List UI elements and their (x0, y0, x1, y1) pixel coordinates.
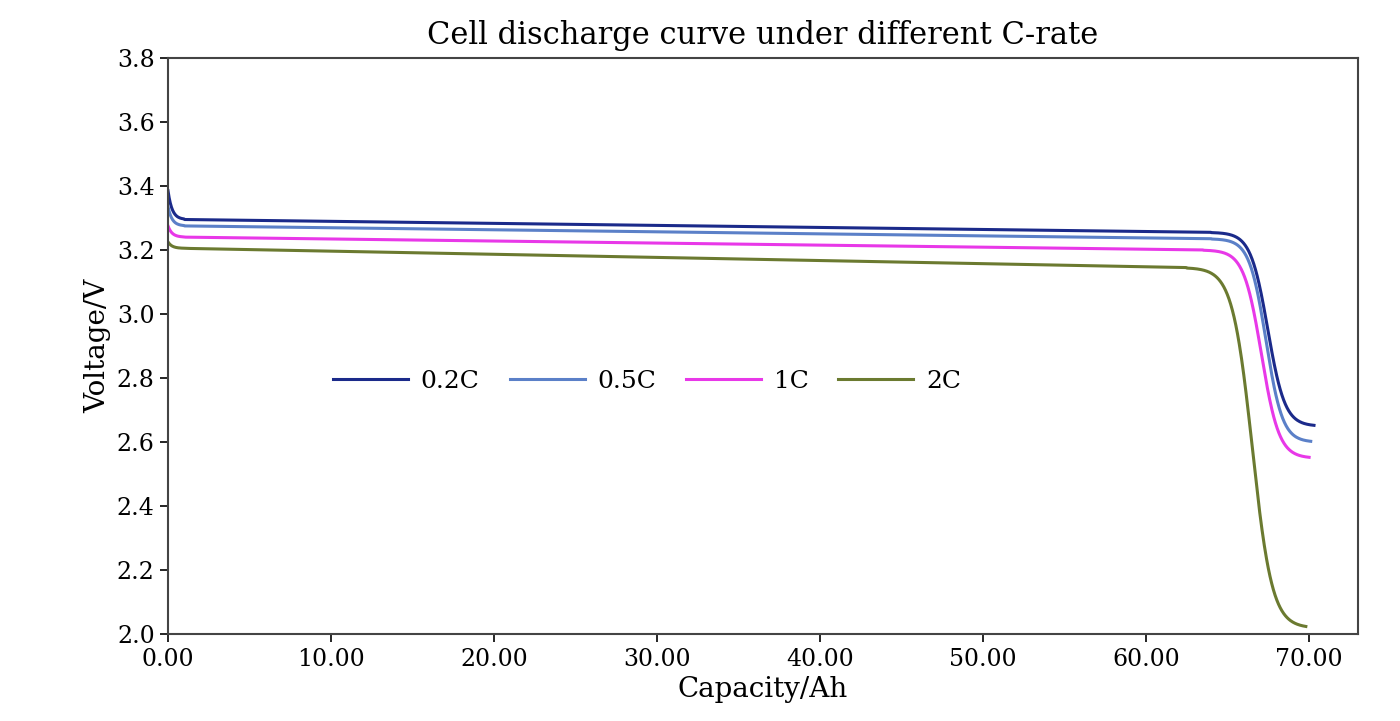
2C (713, 255, 729, 263)
0.5C (160, 203, 176, 211)
0.2C (1063, 226, 1079, 235)
X-axis label: Capacity/Ah: Capacity/Ah (678, 676, 848, 703)
Title: Cell discharge curve under different C-rate: Cell discharge curve under different C-r… (427, 19, 1099, 50)
Legend: 0.2C, 0.5C, 1C, 2C: 0.2C, 0.5C, 1C, 2C (323, 360, 972, 403)
2C (1056, 261, 1072, 270)
0.2C (717, 222, 734, 231)
0.2C (1271, 385, 1288, 394)
2C (217, 245, 234, 254)
0.2C (1306, 421, 1323, 430)
1C (218, 234, 235, 242)
2C (160, 238, 176, 247)
0.5C (685, 228, 701, 236)
2C (1264, 583, 1281, 592)
2C (683, 254, 700, 262)
0.2C (218, 216, 235, 224)
Line: 2C: 2C (168, 242, 1306, 627)
0.2C (686, 221, 703, 230)
1C (1058, 244, 1075, 252)
1C (1301, 453, 1317, 461)
0.5C (1060, 233, 1077, 242)
0.2C (1273, 387, 1289, 396)
Line: 0.5C: 0.5C (168, 207, 1310, 441)
1C (685, 239, 701, 248)
1C (1267, 420, 1284, 429)
2C (1298, 622, 1315, 631)
0.5C (1270, 397, 1287, 406)
0.5C (1302, 437, 1319, 446)
Line: 1C: 1C (168, 226, 1309, 457)
1C (714, 239, 731, 248)
0.5C (218, 222, 235, 231)
1C (1267, 418, 1284, 427)
0.5C (715, 229, 732, 237)
2C (1264, 581, 1281, 590)
Line: 0.2C: 0.2C (168, 190, 1315, 425)
0.5C (1268, 395, 1285, 404)
0.2C (160, 186, 176, 195)
1C (160, 221, 176, 230)
Y-axis label: Voltage/V: Voltage/V (84, 279, 112, 413)
